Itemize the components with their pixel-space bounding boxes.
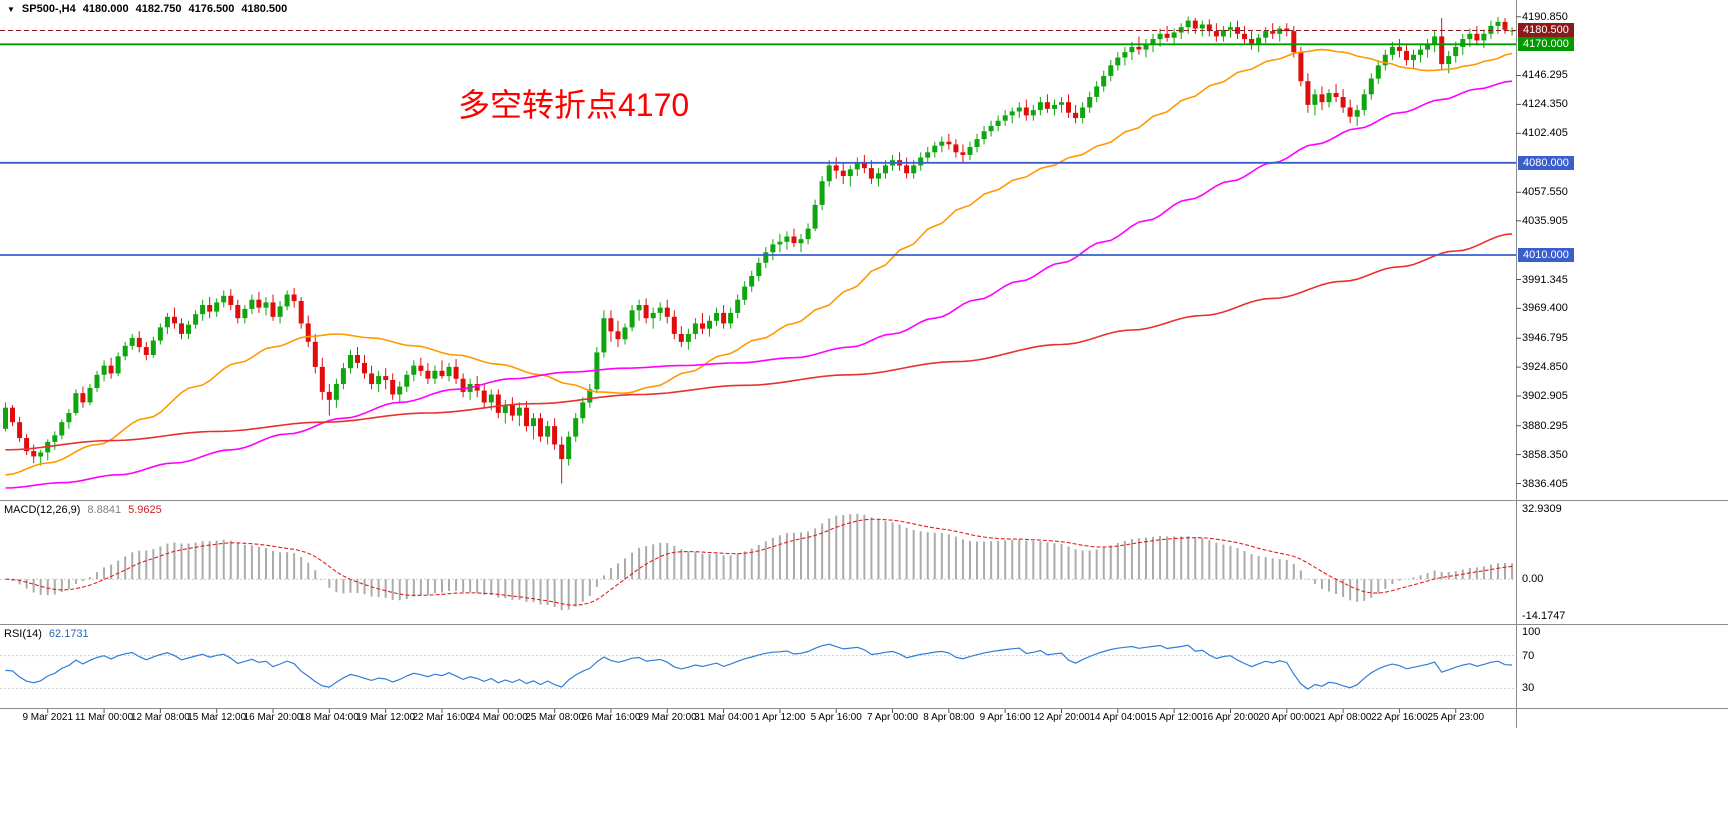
time-axis-label: 29 Mar 20:00 bbox=[637, 712, 697, 723]
price-tick-label: 3858.350 bbox=[1522, 448, 1568, 461]
time-axis-label: 25 Mar 08:00 bbox=[525, 712, 585, 723]
symbol-dropdown-icon[interactable]: ▼ bbox=[7, 4, 15, 14]
price-badge: 4080.000 bbox=[1518, 155, 1574, 170]
ma-slow-line bbox=[5, 233, 1513, 451]
ma-mid-line bbox=[5, 80, 1513, 489]
price-tick-label: 4190.850 bbox=[1522, 10, 1568, 23]
time-axis-label: 9 Apr 16:00 bbox=[979, 712, 1031, 723]
price-axis[interactable]: 4190.850 4146.295 4124.350 4102.405 4057.550… bbox=[1517, 0, 1728, 829]
price-tick-label: 4124.350 bbox=[1522, 98, 1568, 111]
price-tick-label: 4146.295 bbox=[1522, 69, 1568, 82]
symbol-period-label: SP500-,H4 bbox=[21, 3, 76, 15]
macd-axis-label: 32.9309 bbox=[1522, 503, 1562, 515]
price-tick-label: 4102.405 bbox=[1522, 127, 1568, 140]
time-axis-label: 15 Apr 12:00 bbox=[1145, 712, 1203, 723]
price-badge: 4170.000 bbox=[1518, 37, 1574, 52]
time-axis-label: 24 Mar 00:00 bbox=[468, 712, 528, 723]
quote-open: 4180.000 bbox=[82, 3, 129, 15]
time-axis-label: 9 Mar 2021 bbox=[22, 712, 74, 723]
rsi-name: RSI(14) bbox=[4, 628, 42, 640]
time-axis-label: 20 Apr 00:00 bbox=[1258, 712, 1316, 723]
time-axis-label: 12 Mar 08:00 bbox=[130, 712, 190, 723]
quote-low: 4176.500 bbox=[188, 3, 235, 15]
price-tick-label: 3902.905 bbox=[1522, 389, 1568, 402]
macd-signal-line bbox=[5, 518, 1513, 606]
price-tick-label: 4057.550 bbox=[1522, 186, 1568, 199]
rsi-line bbox=[5, 643, 1513, 690]
time-axis-label: 15 Mar 12:00 bbox=[187, 712, 247, 723]
rsi-axis-label: 100 bbox=[1522, 626, 1541, 638]
price-badge: 4180.500 bbox=[1518, 23, 1574, 38]
macd-name: MACD(12,26,9) bbox=[4, 504, 81, 516]
candles-layer bbox=[3, 16, 1515, 484]
price-tick-label: 3946.795 bbox=[1522, 332, 1568, 345]
time-axis-label: 26 Mar 16:00 bbox=[581, 712, 641, 723]
annotation-text: 多空转折点4170 bbox=[458, 87, 690, 123]
price-tick-label: 3924.850 bbox=[1522, 361, 1568, 374]
price-tick-label: 4035.905 bbox=[1522, 214, 1568, 227]
time-axis-label: 5 Apr 16:00 bbox=[810, 712, 862, 723]
price-tick-label: 3969.400 bbox=[1522, 302, 1568, 315]
chart-header: ▼ SP500-,H4 4180.000 4182.750 4176.500 4… bbox=[7, 3, 287, 15]
rsi-indicator-label: RSI(14) 62.1731 bbox=[4, 628, 89, 640]
time-axis-label: 22 Mar 16:00 bbox=[412, 712, 472, 723]
ma-fast-line bbox=[5, 48, 1513, 476]
price-tick-label: 3836.405 bbox=[1522, 477, 1568, 490]
macd-signal-value: 5.9625 bbox=[128, 504, 162, 516]
macd-indicator-label: MACD(12,26,9) 8.8841 5.9625 bbox=[4, 504, 162, 516]
time-axis-label: 25 Apr 23:00 bbox=[1427, 712, 1485, 723]
macd-main-value: 8.8841 bbox=[87, 504, 122, 516]
quote-close: 4180.500 bbox=[241, 3, 288, 15]
time-axis-label: 1 Apr 12:00 bbox=[754, 712, 806, 723]
quote-high: 4182.750 bbox=[135, 3, 182, 15]
rsi-axis-label: 30 bbox=[1522, 682, 1535, 695]
time-axis-label: 7 Apr 00:00 bbox=[866, 712, 919, 723]
macd-axis-label: 0.00 bbox=[1522, 573, 1544, 586]
time-axis-label: 19 Mar 12:00 bbox=[356, 712, 416, 723]
time-axis-label: 14 Apr 04:00 bbox=[1089, 712, 1147, 723]
rsi-axis-label: 70 bbox=[1522, 649, 1535, 662]
time-axis-label: 16 Mar 20:00 bbox=[243, 712, 303, 723]
time-axis-label: 12 Apr 20:00 bbox=[1033, 712, 1090, 723]
time-axis-label: 8 Apr 08:00 bbox=[923, 712, 975, 723]
time-axis-label: 11 Mar 00:00 bbox=[74, 712, 134, 723]
rsi-value: 62.1731 bbox=[48, 628, 89, 640]
price-tick-label: 3991.345 bbox=[1522, 273, 1568, 286]
price-tick-label: 3880.295 bbox=[1522, 419, 1568, 432]
macd-axis-label: -14.1747 bbox=[1522, 610, 1566, 622]
time-axis-label: 21 Apr 08:00 bbox=[1314, 712, 1372, 723]
time-axis-label: 31 Mar 04:00 bbox=[694, 712, 754, 723]
time-axis-label: 18 Mar 04:00 bbox=[299, 712, 359, 723]
time-axis[interactable]: 9 Mar 2021 11 Mar 00:00 12 Mar 08:00 15 Mar… bbox=[0, 710, 1516, 732]
price-badge: 4010.000 bbox=[1518, 247, 1574, 262]
time-axis-label: 22 Apr 16:00 bbox=[1371, 712, 1428, 723]
macd-histogram bbox=[11, 513, 1514, 611]
time-axis-label: 16 Apr 20:00 bbox=[1202, 712, 1259, 723]
